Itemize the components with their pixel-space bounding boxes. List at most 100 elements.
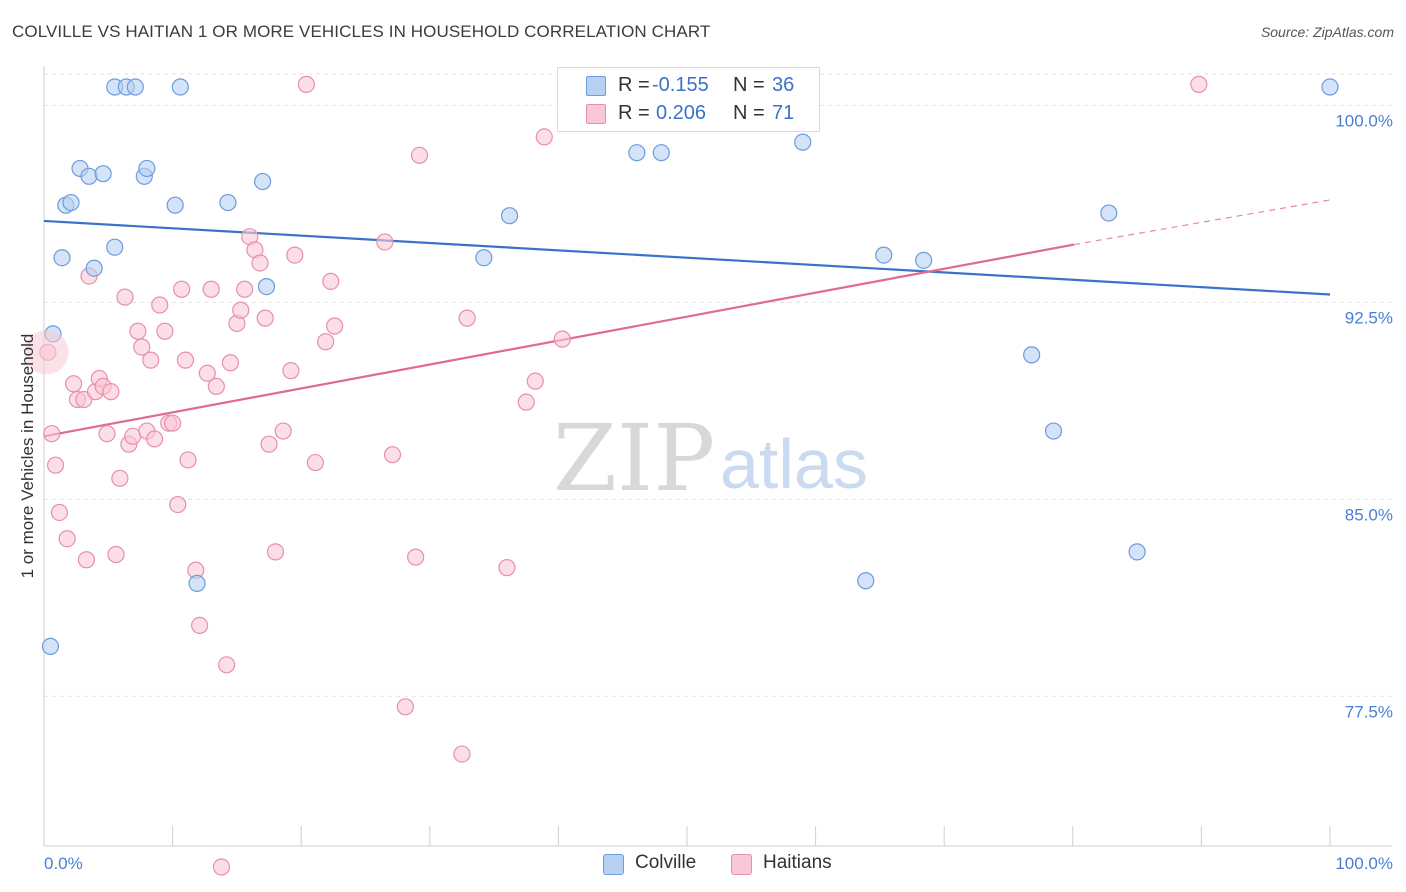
haitians-point <box>176 351 195 369</box>
y-tick-label: 85.0% <box>1345 505 1393 524</box>
colville-legend-swatch <box>603 854 624 875</box>
haitians-point <box>218 656 236 674</box>
haitians-point <box>407 548 425 566</box>
haitians-point <box>236 280 254 298</box>
legend-r-value: 0.206 <box>656 102 707 124</box>
legend-row-haitians: R = 0.206 N = 71 <box>558 102 819 128</box>
haitians-point <box>453 745 471 763</box>
haitians-point <box>198 364 216 382</box>
y-tick-label: 77.5% <box>1345 702 1393 721</box>
haitians-point <box>282 362 300 380</box>
colville-swatch <box>586 76 606 96</box>
colville-point <box>915 251 933 269</box>
haitians-point <box>553 330 571 348</box>
legend-r-value: -0.155 <box>652 74 709 96</box>
stats-legend: R = -0.155 N = 36 R = 0.206 N = 71 <box>557 67 820 132</box>
colville-point <box>106 238 124 256</box>
colville-point <box>166 196 184 214</box>
colville-point <box>94 165 112 183</box>
haitians-point <box>145 430 164 448</box>
haitians-point <box>102 383 120 401</box>
colville-point <box>126 78 144 96</box>
haitians-point <box>526 372 544 390</box>
colville-point <box>254 172 272 191</box>
haitians-point <box>133 338 151 356</box>
haitians-point <box>202 280 220 298</box>
legend-row-colville: R = -0.155 N = 36 <box>558 74 819 100</box>
haitians-point <box>458 309 476 327</box>
haitians-point <box>297 75 315 93</box>
colville-point <box>628 144 646 162</box>
haitians-point <box>129 322 147 340</box>
colville-point <box>53 249 71 267</box>
colville-point <box>80 167 98 185</box>
haitians-point <box>274 422 292 440</box>
legend-n-value: 36 <box>772 74 795 96</box>
haitians-point <box>151 296 169 314</box>
haitians-point <box>50 503 69 522</box>
colville-point <box>1321 78 1339 96</box>
chart-title: COLVILLE VS HAITIAN 1 OR MORE VEHICLES I… <box>12 22 711 41</box>
haitians-point <box>58 530 76 548</box>
colville-point <box>41 637 60 656</box>
haitians-cluster <box>24 330 69 375</box>
y-tick-label: 100.0% <box>1335 111 1393 130</box>
colville-point <box>1128 543 1146 561</box>
watermark-atlas: atlas <box>720 425 868 503</box>
haitians-point <box>221 354 240 372</box>
haitians-point <box>383 446 402 464</box>
haitians-point <box>111 469 129 487</box>
data-points <box>24 75 1339 876</box>
gridlines <box>44 73 1392 697</box>
source-credit: Source: ZipAtlas.com <box>1260 24 1394 40</box>
haitians-swatch <box>586 104 606 124</box>
haitians-point <box>46 456 65 474</box>
haitians-point <box>251 254 269 272</box>
colville-point <box>1044 422 1063 440</box>
haitians-point <box>64 375 83 393</box>
haitians-point <box>179 451 197 469</box>
haitians-point <box>266 543 285 561</box>
colville-point <box>1023 346 1041 364</box>
colville-point <box>138 159 156 178</box>
watermark: ZIP atlas <box>553 405 868 512</box>
watermark-zip: ZIP <box>553 405 715 512</box>
colville-point <box>1100 204 1118 222</box>
haitians-point <box>116 288 134 306</box>
x-tick-label: 0.0% <box>44 854 83 873</box>
haitians-point <box>517 393 535 411</box>
colville-point <box>171 78 189 96</box>
haitians-point <box>326 317 344 335</box>
haitians-point <box>207 377 225 396</box>
colville-point <box>62 193 80 212</box>
haitians-point <box>322 272 340 290</box>
axes <box>43 66 1392 847</box>
haitians-point <box>256 309 274 327</box>
x-tick-label: 100.0% <box>1335 854 1393 873</box>
colville-point <box>257 278 276 296</box>
colville-point <box>857 572 875 590</box>
colville-trend-line <box>43 219 1331 296</box>
haitians-point <box>376 233 394 251</box>
colville-point <box>188 574 206 592</box>
haitians-point <box>1190 75 1208 93</box>
colville-point <box>652 144 670 162</box>
haitians-point <box>98 425 116 443</box>
haitians-point <box>173 280 191 298</box>
haitians-point <box>43 425 61 443</box>
haitians-point <box>317 333 335 351</box>
y-axis-label: 1 or more Vehicles in Household <box>18 333 37 579</box>
legend-n-label: N = <box>733 102 765 124</box>
colville-point <box>85 259 103 277</box>
legend-r-label: R = <box>618 74 650 96</box>
tick-labels: 77.5% 85.0% 92.5% 100.0% 0.0% 100.0% <box>44 111 1393 873</box>
haitians-point <box>212 858 231 876</box>
haitians-point <box>191 616 209 634</box>
legend-n-value: 71 <box>772 102 795 124</box>
haitians-point <box>396 698 414 716</box>
haitians-point <box>77 551 96 569</box>
haitians-point <box>306 453 324 472</box>
haitians-point <box>232 301 250 319</box>
haitians-point <box>410 146 429 164</box>
